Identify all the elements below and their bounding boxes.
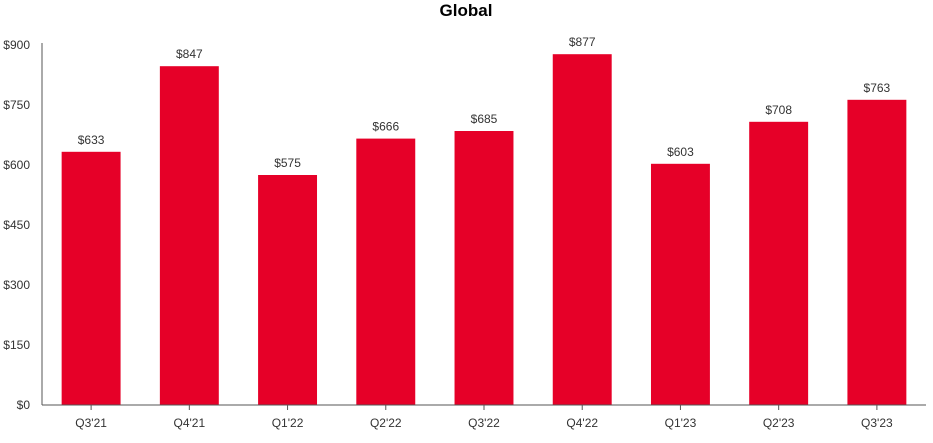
x-tick-label: Q4'22	[566, 416, 598, 430]
data-label: $708	[765, 103, 792, 117]
x-tick-label: Q2'22	[370, 416, 402, 430]
y-tick-label: $750	[3, 98, 30, 112]
bar	[61, 151, 121, 405]
x-tick-label: Q4'21	[174, 416, 206, 430]
y-tick-label: $300	[3, 278, 30, 292]
data-label: $666	[372, 120, 399, 134]
data-label: $603	[667, 145, 694, 159]
y-tick-label: $600	[3, 158, 30, 172]
bars: $633 $847 $575 $666 $685 $877 $603 $708 $763	[61, 35, 907, 406]
x-tick-label: Q3'23	[861, 416, 893, 430]
bar	[258, 175, 318, 405]
bar	[552, 54, 612, 405]
x-tick-label: Q3'22	[468, 416, 500, 430]
bar	[749, 121, 809, 406]
data-label: $685	[471, 112, 498, 126]
y-tick-label: $0	[17, 398, 31, 412]
bar	[454, 131, 514, 405]
y-tick-label: $900	[3, 38, 30, 52]
data-label: $575	[274, 156, 301, 170]
data-label: $763	[864, 81, 891, 95]
bar	[847, 99, 907, 406]
bar	[159, 66, 219, 405]
bar	[650, 163, 710, 405]
data-label: $877	[569, 35, 596, 49]
y-tick-label: $450	[3, 218, 30, 232]
y-axis: $0 $150 $300 $450 $600 $750 $900	[3, 38, 43, 412]
x-tick-label: Q3'21	[75, 416, 107, 430]
x-axis: Q3'21 Q4'21 Q1'22 Q2'22 Q3'22 Q4'22 Q1'23 Q2'23…	[42, 404, 926, 430]
chart-title: Global	[440, 1, 493, 20]
data-label: $633	[78, 133, 105, 147]
bar	[356, 138, 416, 405]
x-tick-label: Q1'23	[665, 416, 697, 430]
data-label: $847	[176, 47, 203, 61]
y-tick-label: $150	[3, 338, 30, 352]
x-tick-label: Q1'22	[272, 416, 304, 430]
x-tick-label: Q2'23	[763, 416, 795, 430]
